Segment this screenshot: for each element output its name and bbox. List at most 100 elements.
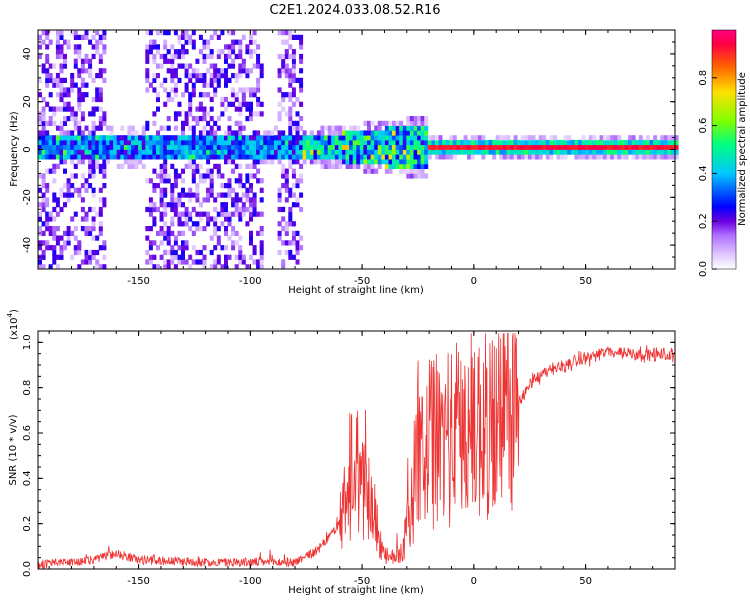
heatmap-cell — [98, 230, 103, 236]
heatmap-cell — [224, 202, 228, 208]
heatmap-cell — [263, 130, 268, 136]
heatmap-cell — [238, 63, 243, 69]
heatmap-cell — [610, 144, 615, 150]
heatmap-cell — [406, 139, 411, 146]
heatmap-cell — [177, 144, 182, 150]
heatmap-cell — [417, 163, 422, 169]
x-tick-label: -50 — [354, 576, 370, 587]
heatmap-cell — [224, 139, 228, 146]
heatmap-cell — [234, 254, 239, 260]
heatmap-cell — [284, 73, 289, 79]
heatmap-cell — [492, 144, 497, 150]
heatmap-cell — [138, 159, 143, 165]
heatmap-cell — [245, 135, 250, 141]
heatmap-cell — [80, 139, 85, 146]
heatmap-cell — [109, 135, 114, 141]
heatmap-cell — [45, 101, 50, 107]
heatmap-cell — [88, 249, 93, 256]
heatmap-cell — [417, 130, 422, 136]
heatmap-cell — [635, 144, 640, 150]
heatmap-cell — [109, 130, 114, 136]
heatmap-cell — [413, 120, 418, 126]
heatmap-cell — [291, 240, 296, 246]
heatmap-cell — [238, 163, 243, 169]
y-tick-label: -20 — [22, 189, 33, 205]
heatmap-cell — [181, 178, 185, 184]
heatmap-cell — [334, 135, 339, 141]
heatmap-cell — [95, 106, 100, 112]
heatmap-cell — [384, 135, 389, 141]
heatmap-cell — [309, 135, 314, 141]
heatmap-cell — [141, 163, 146, 169]
heatmap-cell — [159, 82, 164, 88]
heatmap-cell — [241, 101, 246, 107]
heatmap-cell — [198, 92, 203, 98]
heatmap-cell — [148, 135, 153, 141]
heatmap-cell — [395, 154, 400, 160]
heatmap-cell — [195, 183, 200, 189]
heatmap-cell — [249, 144, 253, 150]
y-tick-label: 0.4 — [22, 470, 33, 486]
heatmap-cell — [59, 192, 64, 198]
heatmap-cell — [392, 154, 396, 160]
heatmap-cell — [195, 168, 200, 174]
heatmap-cell — [156, 130, 160, 136]
heatmap-cell — [98, 264, 103, 270]
heatmap-cell — [84, 216, 89, 222]
heatmap-cell — [184, 87, 189, 93]
heatmap-cell — [70, 154, 75, 160]
heatmap-cell — [649, 139, 654, 146]
heatmap-cell — [538, 144, 543, 150]
heatmap-cell — [249, 92, 253, 98]
heatmap-cell — [156, 149, 160, 155]
heatmap-cell — [309, 130, 314, 136]
heatmap-cell — [102, 159, 107, 165]
heatmap-cell — [327, 159, 332, 165]
heatmap-cell — [84, 82, 89, 88]
heatmap-cell — [66, 92, 71, 98]
heatmap-cell — [80, 92, 85, 98]
heatmap-cell — [184, 34, 189, 40]
heatmap-cell — [288, 106, 293, 112]
heatmap-cell — [241, 92, 246, 98]
heatmap-cell — [417, 168, 422, 174]
heatmap-cell — [38, 187, 42, 193]
heatmap-cell — [95, 39, 100, 45]
heatmap-cell — [131, 154, 135, 160]
heatmap-cell — [370, 159, 375, 165]
heatmap-cell — [367, 154, 371, 160]
heatmap-cell — [198, 202, 203, 208]
heatmap-cell — [159, 240, 164, 246]
heatmap-cell — [392, 135, 396, 141]
heatmap-cell — [420, 168, 425, 174]
heatmap-cell — [195, 73, 200, 79]
heatmap-cell — [198, 130, 203, 136]
heatmap-cell — [324, 125, 329, 131]
heatmap-cell — [238, 173, 243, 179]
heatmap-cell — [531, 139, 536, 146]
heatmap-cell — [291, 168, 296, 174]
heatmap-cell — [191, 30, 196, 36]
heatmap-cell — [48, 144, 53, 150]
heatmap-cell — [395, 125, 400, 131]
heatmap-cell — [91, 130, 96, 136]
heatmap-cell — [63, 135, 67, 141]
heatmap-cell — [281, 149, 286, 155]
heatmap-cell — [231, 226, 236, 232]
heatmap-cell — [224, 44, 228, 50]
heatmap-cell — [241, 183, 246, 189]
heatmap-cell — [417, 149, 422, 155]
heatmap-cell — [477, 149, 482, 155]
heatmap-cell — [224, 226, 228, 232]
heatmap-cell — [224, 245, 228, 251]
heatmap-cell — [288, 206, 293, 213]
heatmap-cell — [206, 159, 211, 165]
heatmap-cell — [198, 149, 203, 155]
heatmap-cell — [256, 101, 261, 107]
heatmap-cell — [367, 163, 371, 169]
heatmap-cell — [55, 77, 60, 83]
heatmap-cell — [452, 149, 457, 155]
heatmap-cell — [295, 111, 300, 117]
heatmap-cell — [63, 154, 67, 160]
heatmap-cell — [188, 159, 193, 165]
